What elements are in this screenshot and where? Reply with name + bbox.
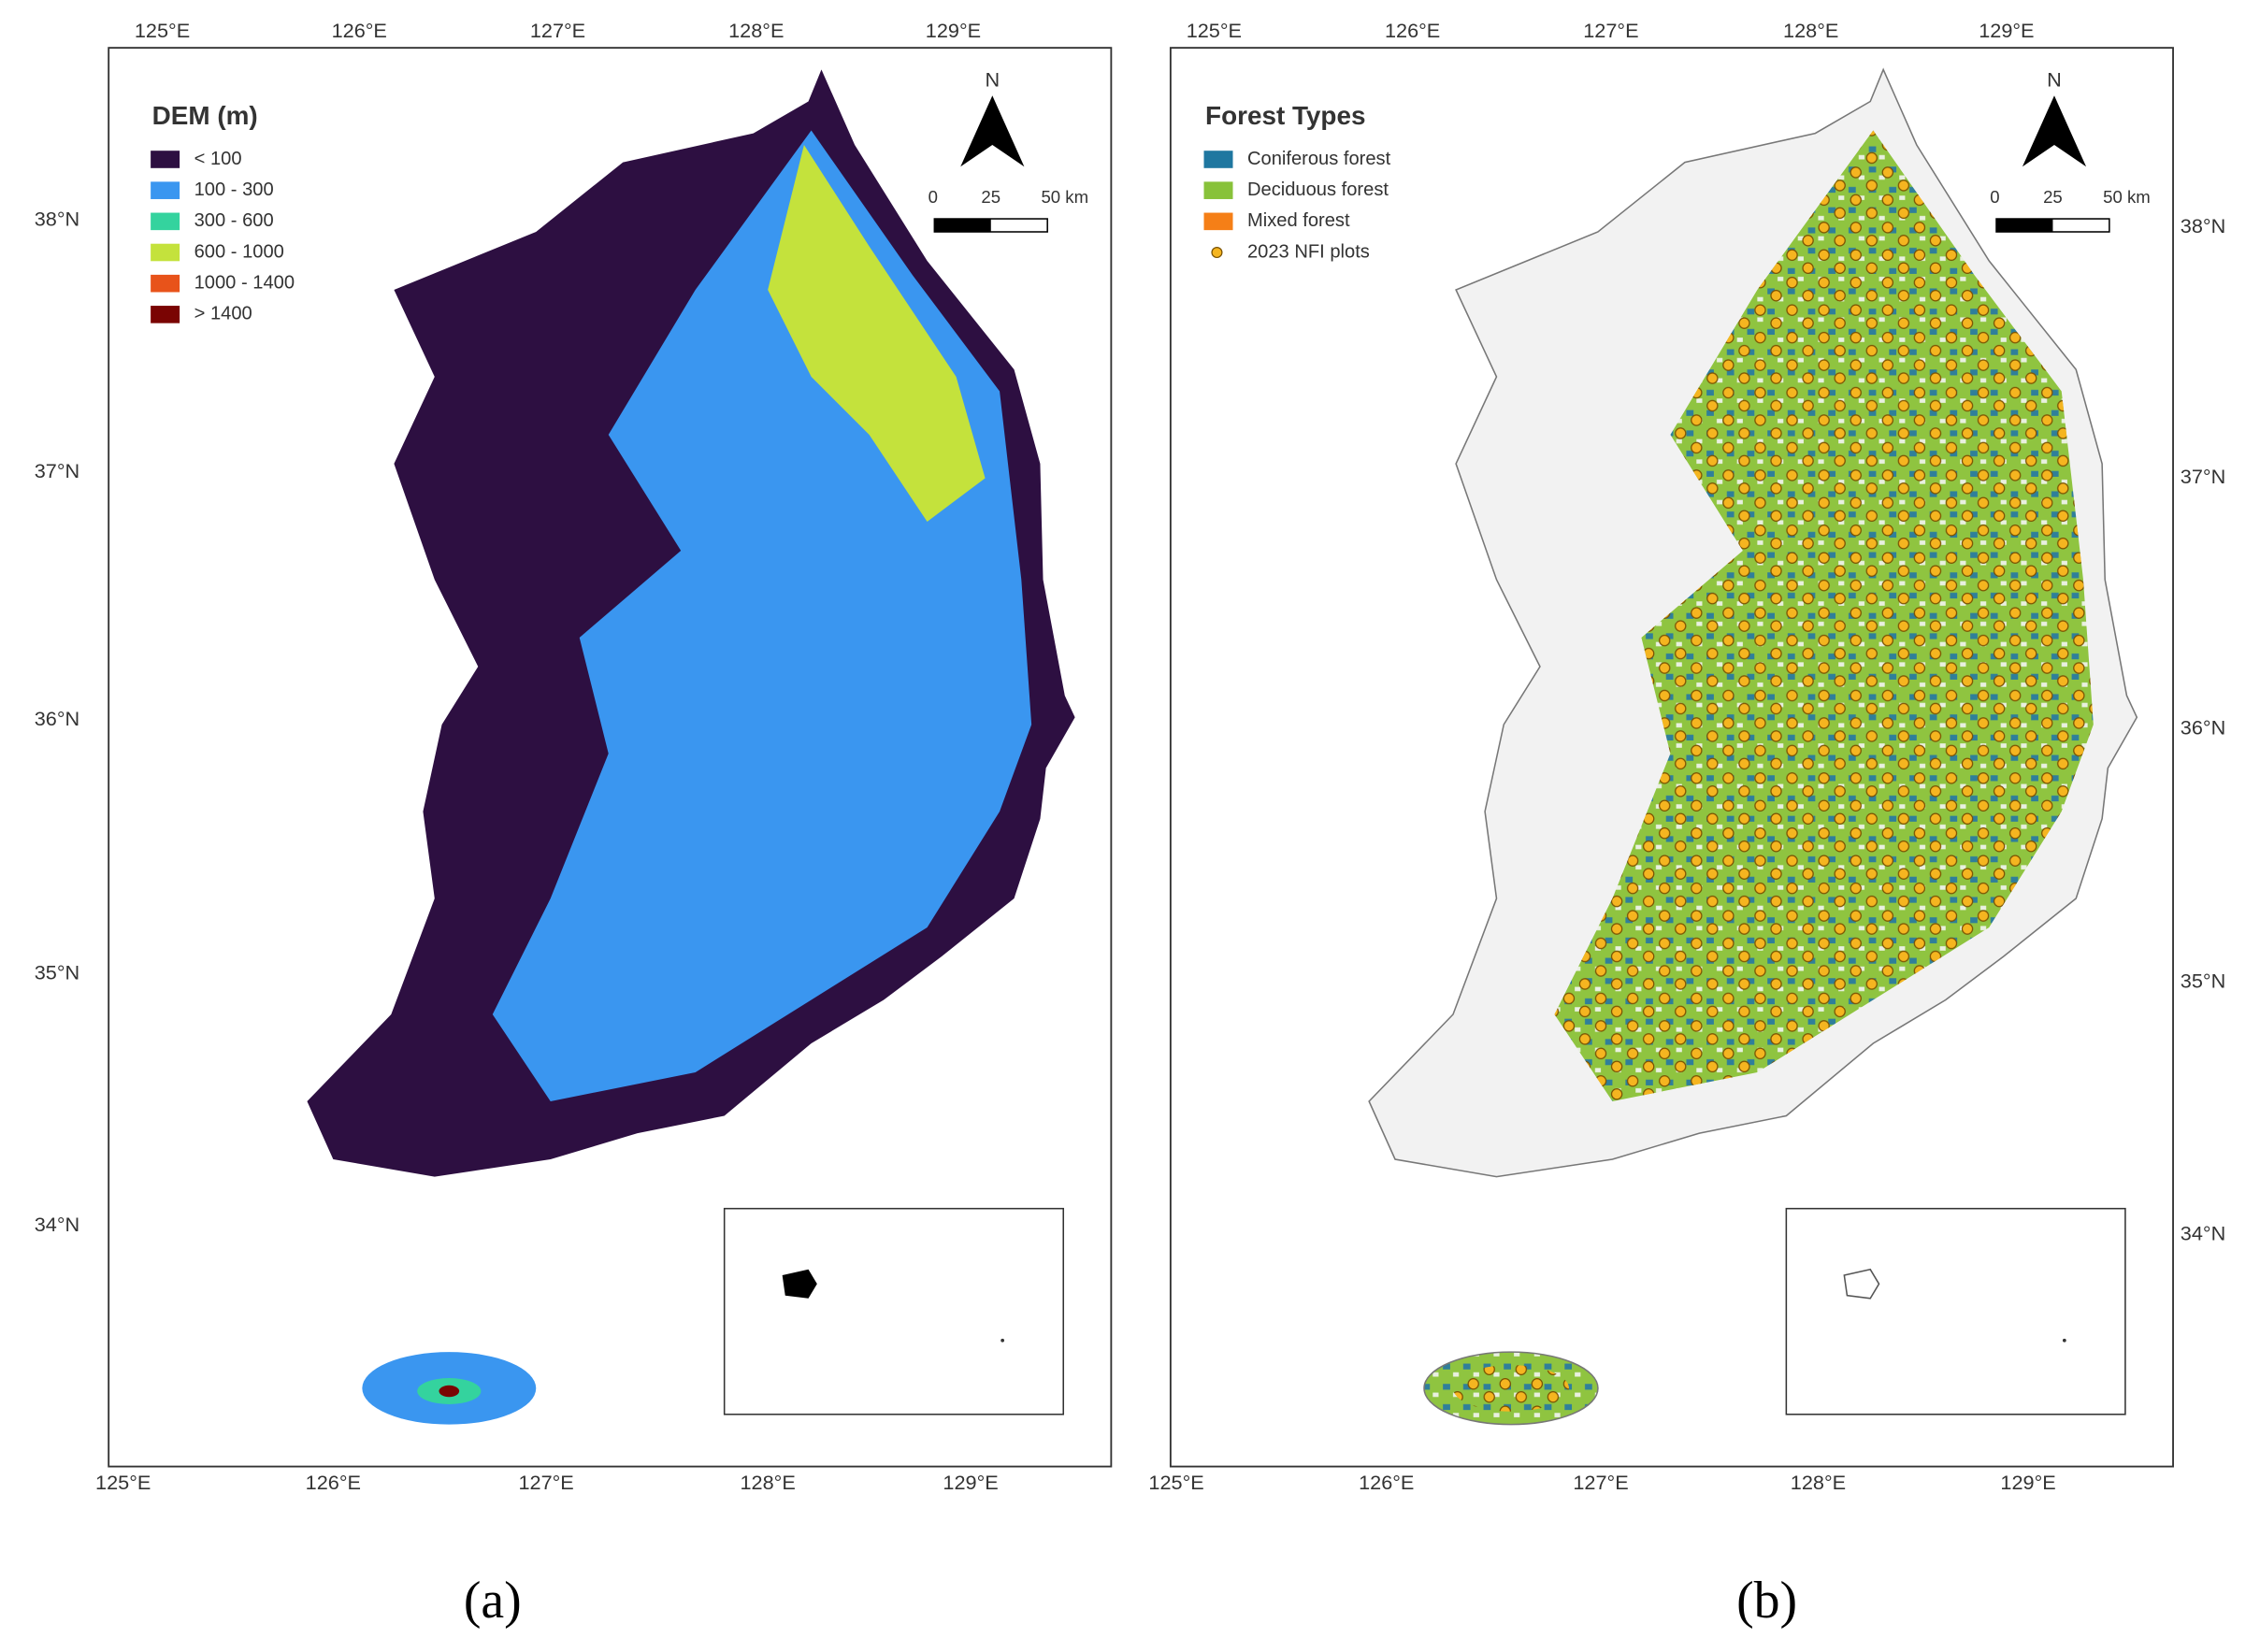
lon-label: 126°E [1385, 19, 1440, 42]
inset-frame [723, 1207, 1065, 1415]
lat-label: 38°N [2181, 214, 2225, 237]
lon-label: 126°E [332, 19, 387, 42]
north-label: N [2047, 68, 2062, 92]
lon-label: 125°E [1148, 1471, 1203, 1494]
legend-swatch [1203, 181, 1233, 199]
legend-swatch [151, 306, 180, 323]
legend-label: 600 - 1000 [194, 241, 284, 262]
scale-bar-fill [934, 219, 991, 232]
legend-symbol [1211, 246, 1223, 259]
legend-title: DEM (m) [152, 101, 258, 130]
legend-swatch [1203, 212, 1233, 231]
lon-label: 127°E [530, 19, 585, 42]
north-arrow [960, 95, 1025, 167]
lon-label: 125°E [135, 19, 190, 42]
lat-label: 36°N [2181, 715, 2225, 739]
legend-label: Mixed forest [1247, 210, 1350, 231]
legend-label: 1000 - 1400 [194, 272, 295, 293]
map-panel: 125°E 126°E 127°E 128°E 129°E 125°E 126°E 127°E… [35, 19, 1113, 1630]
map-panel: 125°E 126°E 127°E 128°E 129°E 125°E 126°E 127°E… [1148, 19, 2225, 1630]
legend-swatch [151, 274, 180, 293]
lon-label: 125°E [1187, 19, 1242, 42]
lon-label: 125°E [95, 1471, 151, 1494]
legend-label: < 100 [194, 149, 242, 169]
lon-label: 126°E [1359, 1471, 1414, 1494]
lon-label: 129°E [943, 1471, 998, 1494]
lon-label: 127°E [1573, 1471, 1628, 1494]
legend-swatch [151, 212, 180, 231]
inset-dot [2062, 1338, 2066, 1343]
legend-swatch [151, 151, 180, 168]
lat-label: 37°N [35, 459, 79, 482]
lat-label: 36°N [35, 707, 79, 730]
scale-label: 25 [2043, 187, 2063, 207]
lat-label: 35°N [35, 960, 79, 984]
lon-label: 128°E [728, 19, 784, 42]
lat-label: 34°N [35, 1213, 79, 1236]
legend-swatch [151, 181, 180, 199]
inset-island [782, 1269, 817, 1299]
lat-label: 38°N [35, 207, 79, 230]
scale-label: 0 [1990, 187, 1999, 207]
legend-label: Coniferous forest [1247, 149, 1391, 169]
legend-swatch [151, 243, 180, 262]
inset-island [1843, 1268, 1880, 1300]
jeju-plots [1453, 1365, 1569, 1412]
lat-label: 37°N [2181, 465, 2225, 488]
lat-label: 34°N [2181, 1221, 2225, 1244]
lon-label: 128°E [1783, 19, 1838, 42]
lon-label: 128°E [741, 1471, 796, 1494]
panel-caption: (a) [464, 1572, 522, 1630]
nfi-plots [1554, 130, 2094, 1101]
inset-dot [1000, 1338, 1005, 1343]
lon-label: 129°E [1979, 19, 2034, 42]
legend-label: Deciduous forest [1247, 180, 1389, 200]
north-arrow [2022, 95, 2087, 167]
scale-label: 25 [981, 187, 1000, 207]
panel-caption: (b) [1736, 1572, 1797, 1630]
lat-label: 35°N [2181, 970, 2225, 993]
lon-label: 128°E [1791, 1471, 1846, 1494]
legend-label: 100 - 300 [194, 180, 274, 200]
lon-label: 129°E [926, 19, 981, 42]
legend-label: 2023 NFI plots [1247, 241, 1370, 262]
legend-label: > 1400 [194, 304, 252, 324]
scale-bar-fill [1996, 219, 2053, 232]
legend-label: 300 - 600 [194, 210, 274, 231]
legend-title: Forest Types [1205, 101, 1365, 130]
north-label: N [985, 68, 1000, 92]
lon-label: 127°E [518, 1471, 573, 1494]
scale-label: 50 km [1041, 187, 1088, 207]
legend-swatch [1203, 151, 1233, 168]
scale-label: 0 [928, 187, 938, 207]
highland [768, 145, 986, 522]
jeju-summit [439, 1385, 460, 1398]
scale-label: 50 km [2103, 187, 2151, 207]
lon-label: 129°E [2000, 1471, 2055, 1494]
lon-label: 127°E [1583, 19, 1638, 42]
inset-frame [1785, 1207, 2126, 1415]
lon-label: 126°E [306, 1471, 361, 1494]
